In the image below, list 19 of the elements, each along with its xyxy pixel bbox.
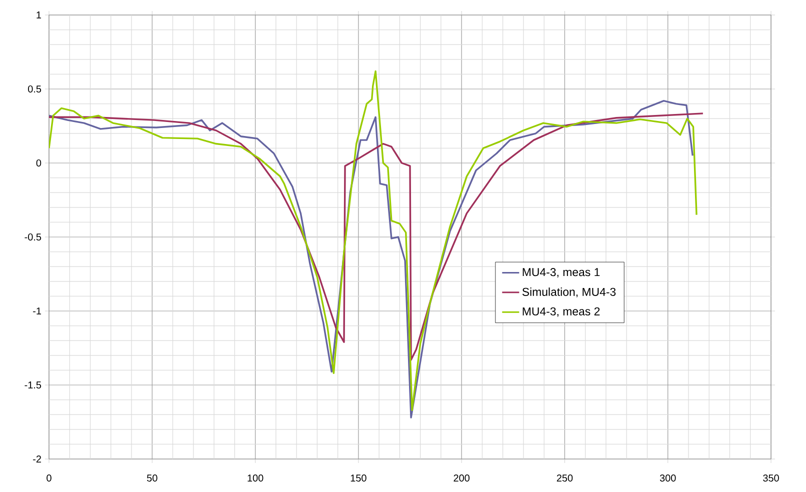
y-tick-label: -0.5 xyxy=(24,233,42,241)
y-tick-label: -1.5 xyxy=(24,382,42,388)
x-tick-label: 100 xyxy=(248,474,264,482)
x-tick-label: 0 xyxy=(46,474,52,482)
x-tick-label: 50 xyxy=(147,474,158,482)
y-tick-label: 0.5 xyxy=(28,85,42,93)
x-tick-label: 350 xyxy=(763,474,779,482)
x-tick-label: 150 xyxy=(350,474,366,482)
x-tick-label: 300 xyxy=(660,474,676,482)
x-tick-label: 250 xyxy=(556,474,573,482)
line-series xyxy=(49,112,704,361)
y-tick-label: -1 xyxy=(33,308,41,314)
legend-label: Simulation, MU4-3 xyxy=(522,288,616,298)
x-tick-label: 200 xyxy=(454,474,470,482)
y-tick-label: 1 xyxy=(36,12,41,18)
legend-label: MU4-3, meas 2 xyxy=(522,307,600,317)
y-tick-label: 0 xyxy=(36,159,42,167)
y-tick-label: -2 xyxy=(33,456,41,462)
legend-label: MU4-3, meas 1 xyxy=(522,268,600,278)
